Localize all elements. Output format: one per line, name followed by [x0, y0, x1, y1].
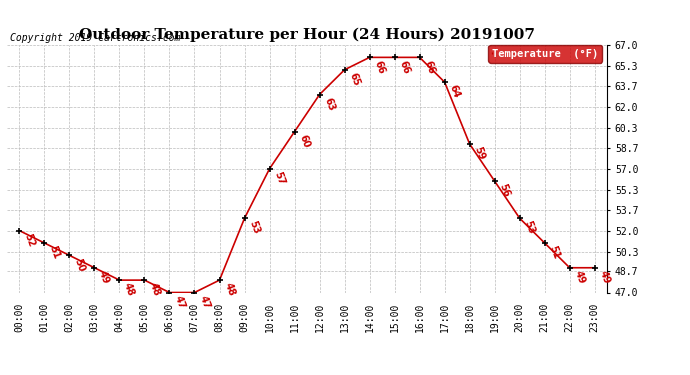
- Text: 59: 59: [473, 146, 486, 162]
- Text: 53: 53: [247, 220, 262, 236]
- Text: 57: 57: [273, 170, 286, 186]
- Text: Copyright 2019 Cartronics.com: Copyright 2019 Cartronics.com: [10, 33, 180, 42]
- Text: 66: 66: [397, 59, 411, 75]
- Text: 66: 66: [373, 59, 386, 75]
- Text: 64: 64: [447, 84, 462, 100]
- Text: 48: 48: [147, 282, 161, 298]
- Text: 52: 52: [22, 232, 36, 248]
- Text: 66: 66: [422, 59, 436, 75]
- Text: 51: 51: [547, 244, 562, 261]
- Title: Outdoor Temperature per Hour (24 Hours) 20191007: Outdoor Temperature per Hour (24 Hours) …: [79, 28, 535, 42]
- Text: 49: 49: [598, 269, 611, 285]
- Text: 48: 48: [122, 282, 137, 298]
- Text: 50: 50: [72, 257, 86, 273]
- Text: 47: 47: [197, 294, 211, 310]
- Text: 60: 60: [297, 133, 311, 149]
- Text: 53: 53: [522, 220, 536, 236]
- Text: 51: 51: [47, 244, 61, 261]
- Text: 65: 65: [347, 71, 362, 87]
- Text: 63: 63: [322, 96, 336, 112]
- Text: 49: 49: [97, 269, 111, 285]
- Text: 48: 48: [222, 282, 237, 298]
- Text: 47: 47: [172, 294, 186, 310]
- Legend: Temperature  (°F): Temperature (°F): [489, 45, 602, 63]
- Text: 56: 56: [497, 183, 511, 199]
- Text: 49: 49: [573, 269, 586, 285]
